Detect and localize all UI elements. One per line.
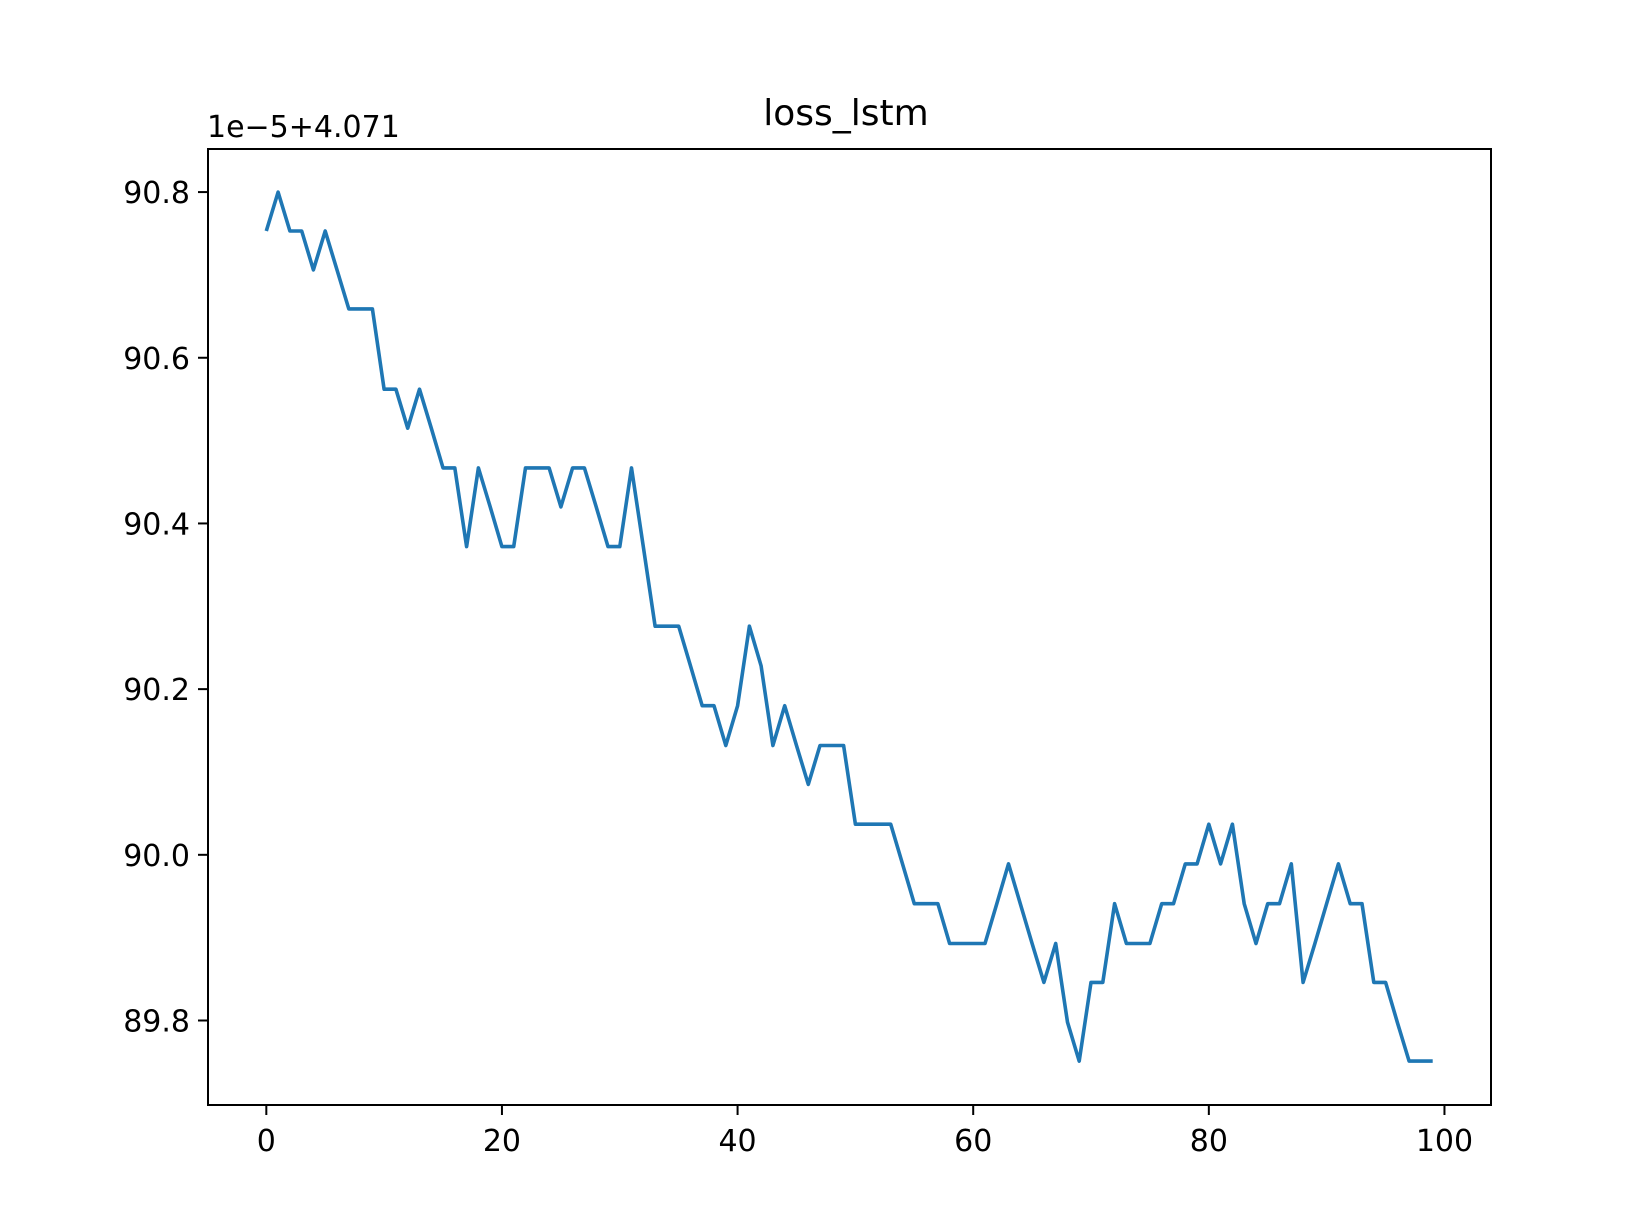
x-tick-label: 0 [257,1124,276,1159]
chart-title: loss_lstm [763,93,928,134]
x-tick-label: 100 [1416,1124,1473,1159]
x-tick-label: 20 [483,1124,521,1159]
axis-ticks: 0 20 40 60 80 100 89.8 90.0 90.2 90.4 90.6 90.8 [123,176,1473,1159]
y-tick-label: 89.8 [123,1005,190,1040]
y-tick-label: 90.8 [123,176,190,211]
y-tick-label: 90.4 [123,507,190,542]
y-tick-label: 90.6 [123,342,190,377]
series-line [264,190,1433,1063]
y-tick-label: 90.0 [123,839,190,874]
y-tick-label: 90.2 [123,673,190,708]
x-tick-label: 40 [718,1124,756,1159]
y-axis-offset-label: 1e−5+4.071 [207,110,400,145]
x-tick-label: 80 [1190,1124,1228,1159]
x-tick-label: 60 [954,1124,992,1159]
plot-frame [207,148,1492,1106]
